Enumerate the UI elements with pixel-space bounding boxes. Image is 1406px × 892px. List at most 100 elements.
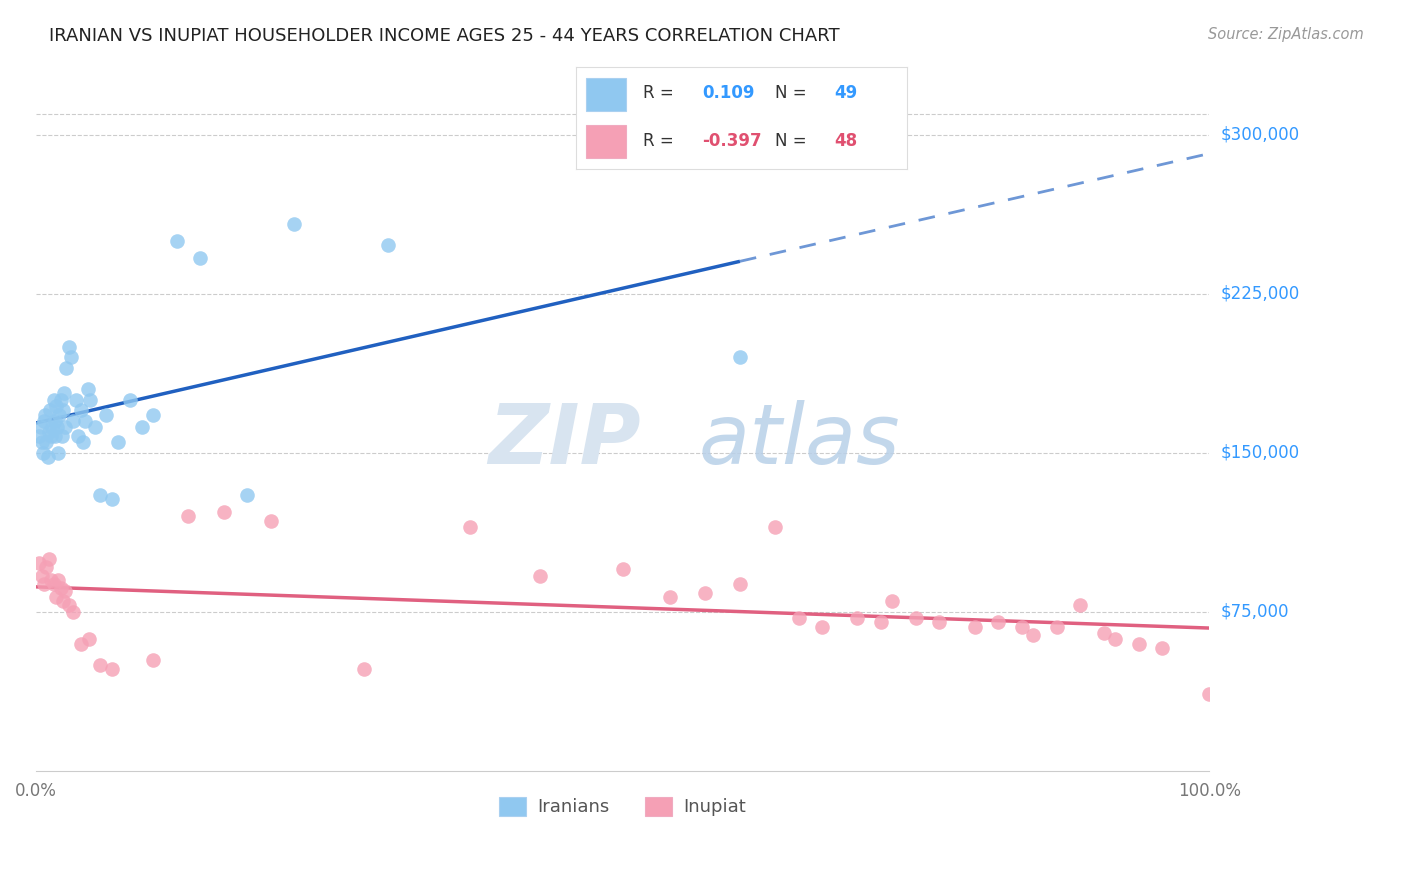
- Point: [28, 556, 51, 570]
- Point: [37, 450, 59, 464]
- Point: [728, 577, 751, 591]
- Point: [49, 582, 72, 596]
- Point: [96, 408, 118, 422]
- Point: [32, 414, 55, 428]
- Point: [212, 505, 235, 519]
- Point: [1152, 640, 1174, 655]
- Text: $300,000: $300,000: [1220, 126, 1299, 144]
- Point: [52, 594, 75, 608]
- Text: N =: N =: [775, 84, 811, 102]
- Point: [89, 657, 111, 672]
- Text: 0.109: 0.109: [702, 84, 755, 102]
- Point: [46, 446, 69, 460]
- Point: [882, 594, 904, 608]
- Point: [89, 488, 111, 502]
- Point: [1069, 599, 1091, 613]
- Point: [62, 605, 84, 619]
- Point: [118, 392, 141, 407]
- Point: [44, 429, 66, 443]
- Point: [55, 361, 77, 376]
- Text: ZIP: ZIP: [488, 400, 640, 481]
- Point: [142, 653, 165, 667]
- Point: [728, 351, 751, 365]
- Point: [45, 590, 67, 604]
- Point: [763, 520, 786, 534]
- Point: [62, 414, 84, 428]
- Point: [39, 429, 62, 443]
- Point: [963, 619, 986, 633]
- Point: [79, 392, 101, 407]
- Point: [987, 615, 1010, 630]
- Point: [1128, 636, 1150, 650]
- Point: [41, 420, 63, 434]
- Point: [35, 435, 58, 450]
- Text: Source: ZipAtlas.com: Source: ZipAtlas.com: [1208, 27, 1364, 42]
- Point: [811, 619, 834, 633]
- Point: [31, 568, 53, 582]
- Text: N =: N =: [775, 132, 811, 150]
- Point: [1011, 619, 1033, 633]
- Point: [58, 340, 80, 354]
- Point: [787, 611, 810, 625]
- Point: [39, 403, 62, 417]
- Point: [177, 509, 200, 524]
- FancyBboxPatch shape: [586, 78, 626, 111]
- Point: [51, 429, 73, 443]
- Point: [38, 551, 60, 566]
- Point: [52, 403, 75, 417]
- Text: 48: 48: [834, 132, 858, 150]
- Text: R =: R =: [643, 84, 679, 102]
- Point: [1104, 632, 1126, 647]
- Point: [1092, 626, 1115, 640]
- Point: [39, 573, 62, 587]
- Text: IRANIAN VS INUPIAT HOUSEHOLDER INCOME AGES 25 - 44 YEARS CORRELATION CHART: IRANIAN VS INUPIAT HOUSEHOLDER INCOME AG…: [49, 27, 839, 45]
- Point: [65, 392, 87, 407]
- Point: [928, 615, 950, 630]
- Point: [377, 238, 399, 252]
- Point: [904, 611, 927, 625]
- Text: R =: R =: [643, 132, 679, 150]
- Point: [131, 420, 153, 434]
- Point: [34, 408, 56, 422]
- Point: [67, 429, 90, 443]
- Point: [612, 562, 634, 576]
- Point: [83, 420, 105, 434]
- Point: [458, 520, 481, 534]
- Point: [45, 399, 67, 413]
- Point: [77, 632, 100, 647]
- FancyBboxPatch shape: [586, 126, 626, 158]
- Text: -0.397: -0.397: [702, 132, 762, 150]
- Text: atlas: atlas: [699, 400, 900, 481]
- Point: [49, 392, 72, 407]
- Point: [693, 585, 716, 599]
- Point: [32, 446, 55, 460]
- Point: [75, 414, 97, 428]
- Point: [53, 420, 76, 434]
- Point: [101, 662, 124, 676]
- Point: [32, 577, 55, 591]
- Point: [236, 488, 259, 502]
- Point: [53, 583, 76, 598]
- Text: $75,000: $75,000: [1220, 603, 1289, 621]
- Point: [107, 435, 129, 450]
- Point: [1046, 619, 1069, 633]
- Point: [30, 420, 52, 434]
- Point: [58, 599, 80, 613]
- Legend: Iranians, Inupiat: Iranians, Inupiat: [492, 789, 754, 823]
- Point: [259, 514, 281, 528]
- Point: [46, 573, 69, 587]
- Point: [142, 408, 165, 422]
- Point: [60, 351, 83, 365]
- Point: [35, 560, 58, 574]
- Point: [53, 386, 76, 401]
- Point: [869, 615, 891, 630]
- Text: 49: 49: [834, 84, 858, 102]
- Point: [42, 577, 65, 591]
- Point: [76, 382, 98, 396]
- Point: [28, 429, 51, 443]
- Text: $225,000: $225,000: [1220, 285, 1299, 303]
- Point: [44, 414, 66, 428]
- Point: [69, 403, 91, 417]
- Point: [72, 435, 94, 450]
- Point: [48, 408, 70, 422]
